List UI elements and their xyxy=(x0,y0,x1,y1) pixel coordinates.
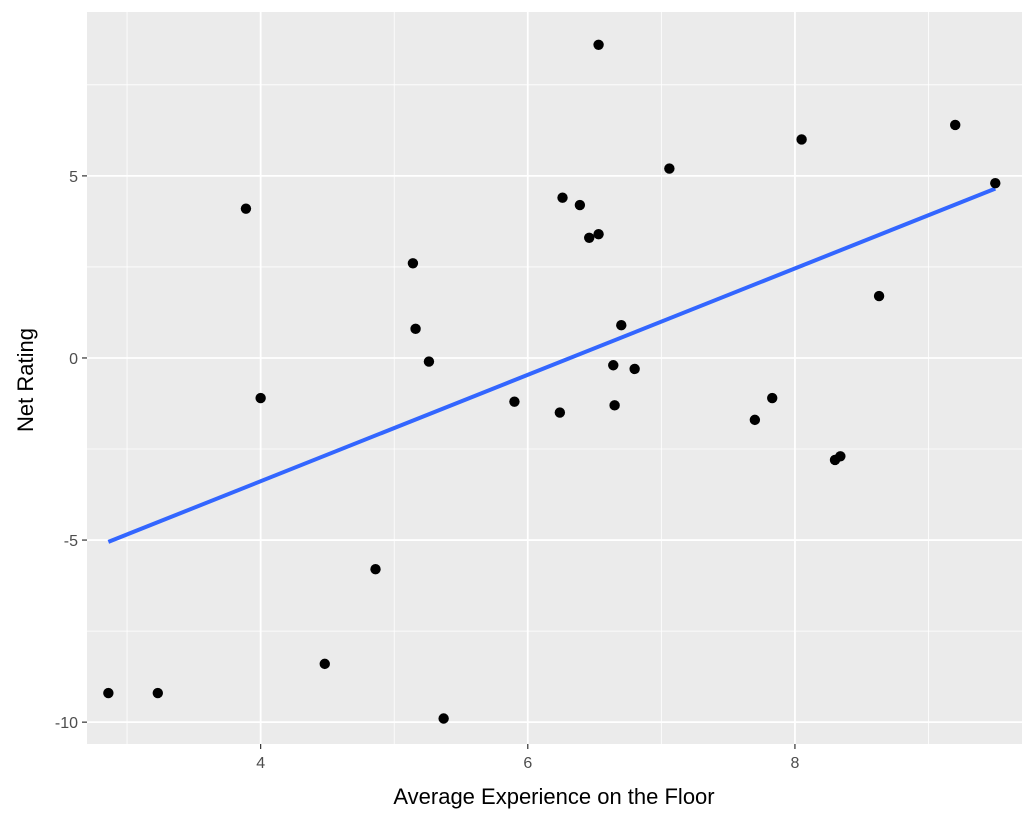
data-point xyxy=(255,392,266,404)
data-point xyxy=(240,203,252,214)
data-point xyxy=(796,134,807,145)
data-point xyxy=(749,414,761,426)
trend-line xyxy=(107,186,997,544)
minor-gridlines xyxy=(87,12,1022,744)
y-tick-label: -5 xyxy=(64,533,78,550)
data-point xyxy=(152,687,163,699)
data-point xyxy=(509,396,520,407)
data-point xyxy=(319,658,330,670)
data-point xyxy=(835,451,846,462)
data-point xyxy=(410,323,421,335)
x-tick-label: 6 xyxy=(523,755,532,772)
y-tick-label: 5 xyxy=(69,169,78,186)
data-point xyxy=(608,360,619,371)
data-point xyxy=(629,363,640,375)
x-tick-label: 4 xyxy=(256,755,265,772)
major-gridlines xyxy=(87,12,1022,744)
x-axis: 4 6 8 xyxy=(256,744,799,772)
trend-line-group xyxy=(107,186,997,544)
data-point xyxy=(990,177,1001,189)
data-point xyxy=(616,319,627,331)
data-point xyxy=(664,163,675,174)
data-points xyxy=(103,39,1001,724)
data-point xyxy=(574,199,586,211)
data-point xyxy=(423,356,435,367)
x-tick-label: 8 xyxy=(790,755,799,772)
data-point xyxy=(584,232,595,243)
data-point xyxy=(438,713,449,724)
y-tick-label: 0 xyxy=(69,351,78,368)
y-axis-title: Net Rating xyxy=(13,328,38,432)
data-point xyxy=(557,192,568,203)
data-point xyxy=(554,407,566,418)
data-point xyxy=(873,290,885,302)
x-axis-title: Average Experience on the Floor xyxy=(393,784,714,809)
data-point xyxy=(593,39,604,50)
data-point xyxy=(103,687,114,699)
y-axis: -10 -5 0 5 xyxy=(55,169,87,732)
data-point xyxy=(370,563,381,575)
data-point xyxy=(593,228,604,240)
y-tick-label: -10 xyxy=(55,715,78,732)
plot-panel xyxy=(87,12,1022,744)
data-point xyxy=(767,392,778,404)
data-point xyxy=(950,119,961,131)
data-point xyxy=(407,258,419,269)
data-point xyxy=(609,400,620,411)
